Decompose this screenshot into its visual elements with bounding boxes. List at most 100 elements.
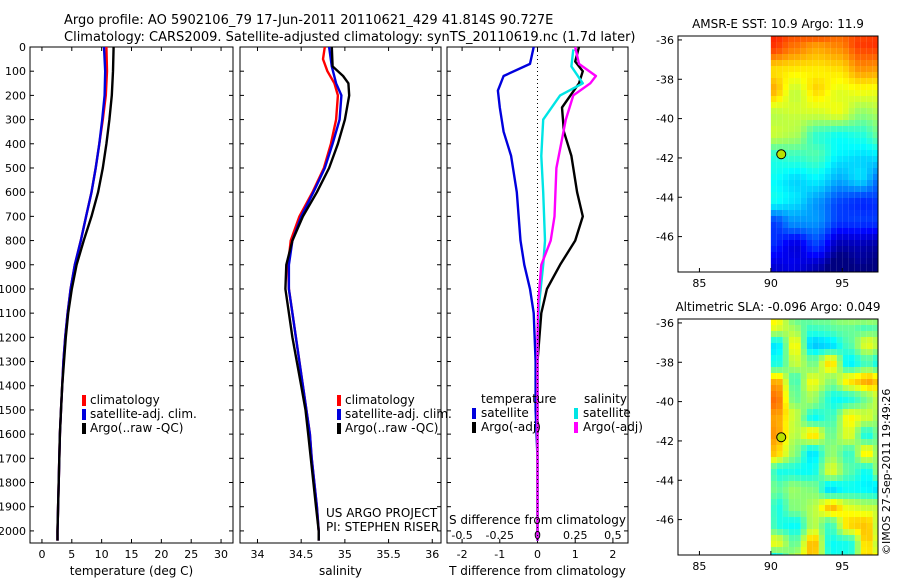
sla_map-heatmap-cell [800,547,807,553]
sla_map-heatmap-cell [854,511,861,517]
sla_map-heatmap-cell [842,409,849,415]
sst_map-heatmap-cell [812,198,819,204]
sla_map-heatmap-cell [872,343,878,349]
sst_map-heatmap-cell [776,222,783,228]
sst_map-heatmap-cell [848,72,855,78]
sst_map-heatmap-cell [866,186,873,192]
salinity-legend-swatch [337,395,341,406]
sla_map-heatmap-cell [770,535,777,541]
sla_map-heatmap-cell [806,445,813,451]
sst_map-heatmap-cell [770,258,777,264]
sla_map-heatmap-cell [818,385,825,391]
sst_map-heatmap-cell [854,138,861,144]
sla_map-heatmap-cell [770,457,777,463]
sst_map-heatmap-cell [872,96,878,102]
sla_map-heatmap-cell [830,379,837,385]
sst_map-heatmap-cell [842,102,849,108]
sst_map-heatmap-cell [860,108,867,114]
sla_map-heatmap-cell [782,391,789,397]
sla_map-heatmap-cell [794,385,801,391]
sla_map-heatmap-cell [854,355,861,361]
sla_map-heatmap-cell [776,367,783,373]
sla_map-heatmap-cell [776,499,783,505]
sla_map-heatmap-cell [836,427,843,433]
sst_map-heatmap-cell [836,108,843,114]
sla_map-heatmap-cell [770,529,777,535]
sst_map-heatmap-cell [788,60,795,66]
sla_map-heatmap-cell [818,499,825,505]
sla_map-heatmap-cell [788,367,795,373]
sla_map-heatmap-cell [872,505,878,511]
sst_map-heatmap-cell [806,168,813,174]
sla_map-heatmap-cell [770,403,777,409]
sst_map-heatmap-cell [794,156,801,162]
sst_map-heatmap-cell [842,174,849,180]
sla_map-heatmap-cell [794,379,801,385]
sla_map-heatmap-cell [848,415,855,421]
sst_map-heatmap-cell [860,114,867,120]
sla_map-heatmap-cell [860,493,867,499]
sla_map-heatmap-cell [806,325,813,331]
sla_map-heatmap-cell [872,481,878,487]
sla_map-heatmap-cell [854,499,861,505]
sst_map-heatmap-cell [812,66,819,72]
sst_map-heatmap-cell [872,168,878,174]
sst_map-heatmap-cell [776,228,783,234]
temperature-legend-label: Argo(..raw -QC) [90,421,183,435]
sst_map-heatmap-cell [788,270,795,272]
sla_map-heatmap-cell [842,547,849,553]
sst_map-heatmap-cell [824,198,831,204]
sla_map-heatmap-cell [788,505,795,511]
sst_map-heatmap-cell [788,138,795,144]
sst_map-x-tick-label: 95 [835,277,849,290]
sst_map-heatmap-cell [818,258,825,264]
sst_map-heatmap-cell [812,162,819,168]
sst_map-heatmap-cell [818,162,825,168]
sst_map-heatmap-cell [782,126,789,132]
sla_map-heatmap-cell [830,511,837,517]
sst_map-heatmap-cell [770,120,777,126]
sst_map-heatmap-cell [776,132,783,138]
sla_map-heatmap-cell [872,409,878,415]
sst_map-heatmap-cell [866,216,873,222]
sla_map-heatmap-cell [848,337,855,343]
sst_map-heatmap-cell [872,66,878,72]
sla_map-heatmap-cell [806,481,813,487]
sst_map-heatmap-cell [806,78,813,84]
sla_map-heatmap-cell [794,487,801,493]
sst_map-heatmap-cell [782,192,789,198]
sla_map-heatmap-cell [836,523,843,529]
sla_map-heatmap-cell [818,451,825,457]
sst_map-heatmap-cell [872,132,878,138]
sla_map-heatmap-cell [818,481,825,487]
sst_map-heatmap-cell [854,168,861,174]
sla_map-heatmap-cell [860,529,867,535]
sla_map-heatmap-cell [794,403,801,409]
sst_map-heatmap-cell [782,246,789,252]
sla_map-heatmap-cell [854,427,861,433]
sst_map-heatmap-cell [830,54,837,60]
sla_map-heatmap-cell [788,547,795,553]
sla_map-heatmap-cell [776,493,783,499]
sla_map-heatmap-cell [788,349,795,355]
sla_map-heatmap-cell [794,349,801,355]
sla_map-heatmap-cell [770,361,777,367]
sst_map-heatmap-cell [794,192,801,198]
sla_map-heatmap-cell [782,403,789,409]
sst_map-heatmap-cell [806,60,813,66]
sst_map-heatmap-cell [848,90,855,96]
sst_map-heatmap-cell [824,42,831,48]
sst_map-heatmap-cell [872,174,878,180]
sst_map-heatmap-cell [800,84,807,90]
sla_map-heatmap-cell [842,523,849,529]
sst_map-heatmap-cell [854,72,861,78]
sst_map-heatmap-cell [806,198,813,204]
sst_map-heatmap-cell [800,114,807,120]
difference-legend-swatch [472,408,476,419]
sst_map-heatmap-cell [848,258,855,264]
sla_map-heatmap-cell [782,367,789,373]
sst_map-heatmap-cell [842,222,849,228]
sst_map-heatmap-cell [776,252,783,258]
sst_map-heatmap-cell [872,48,878,54]
y-tick-label: 2000 [0,525,26,538]
